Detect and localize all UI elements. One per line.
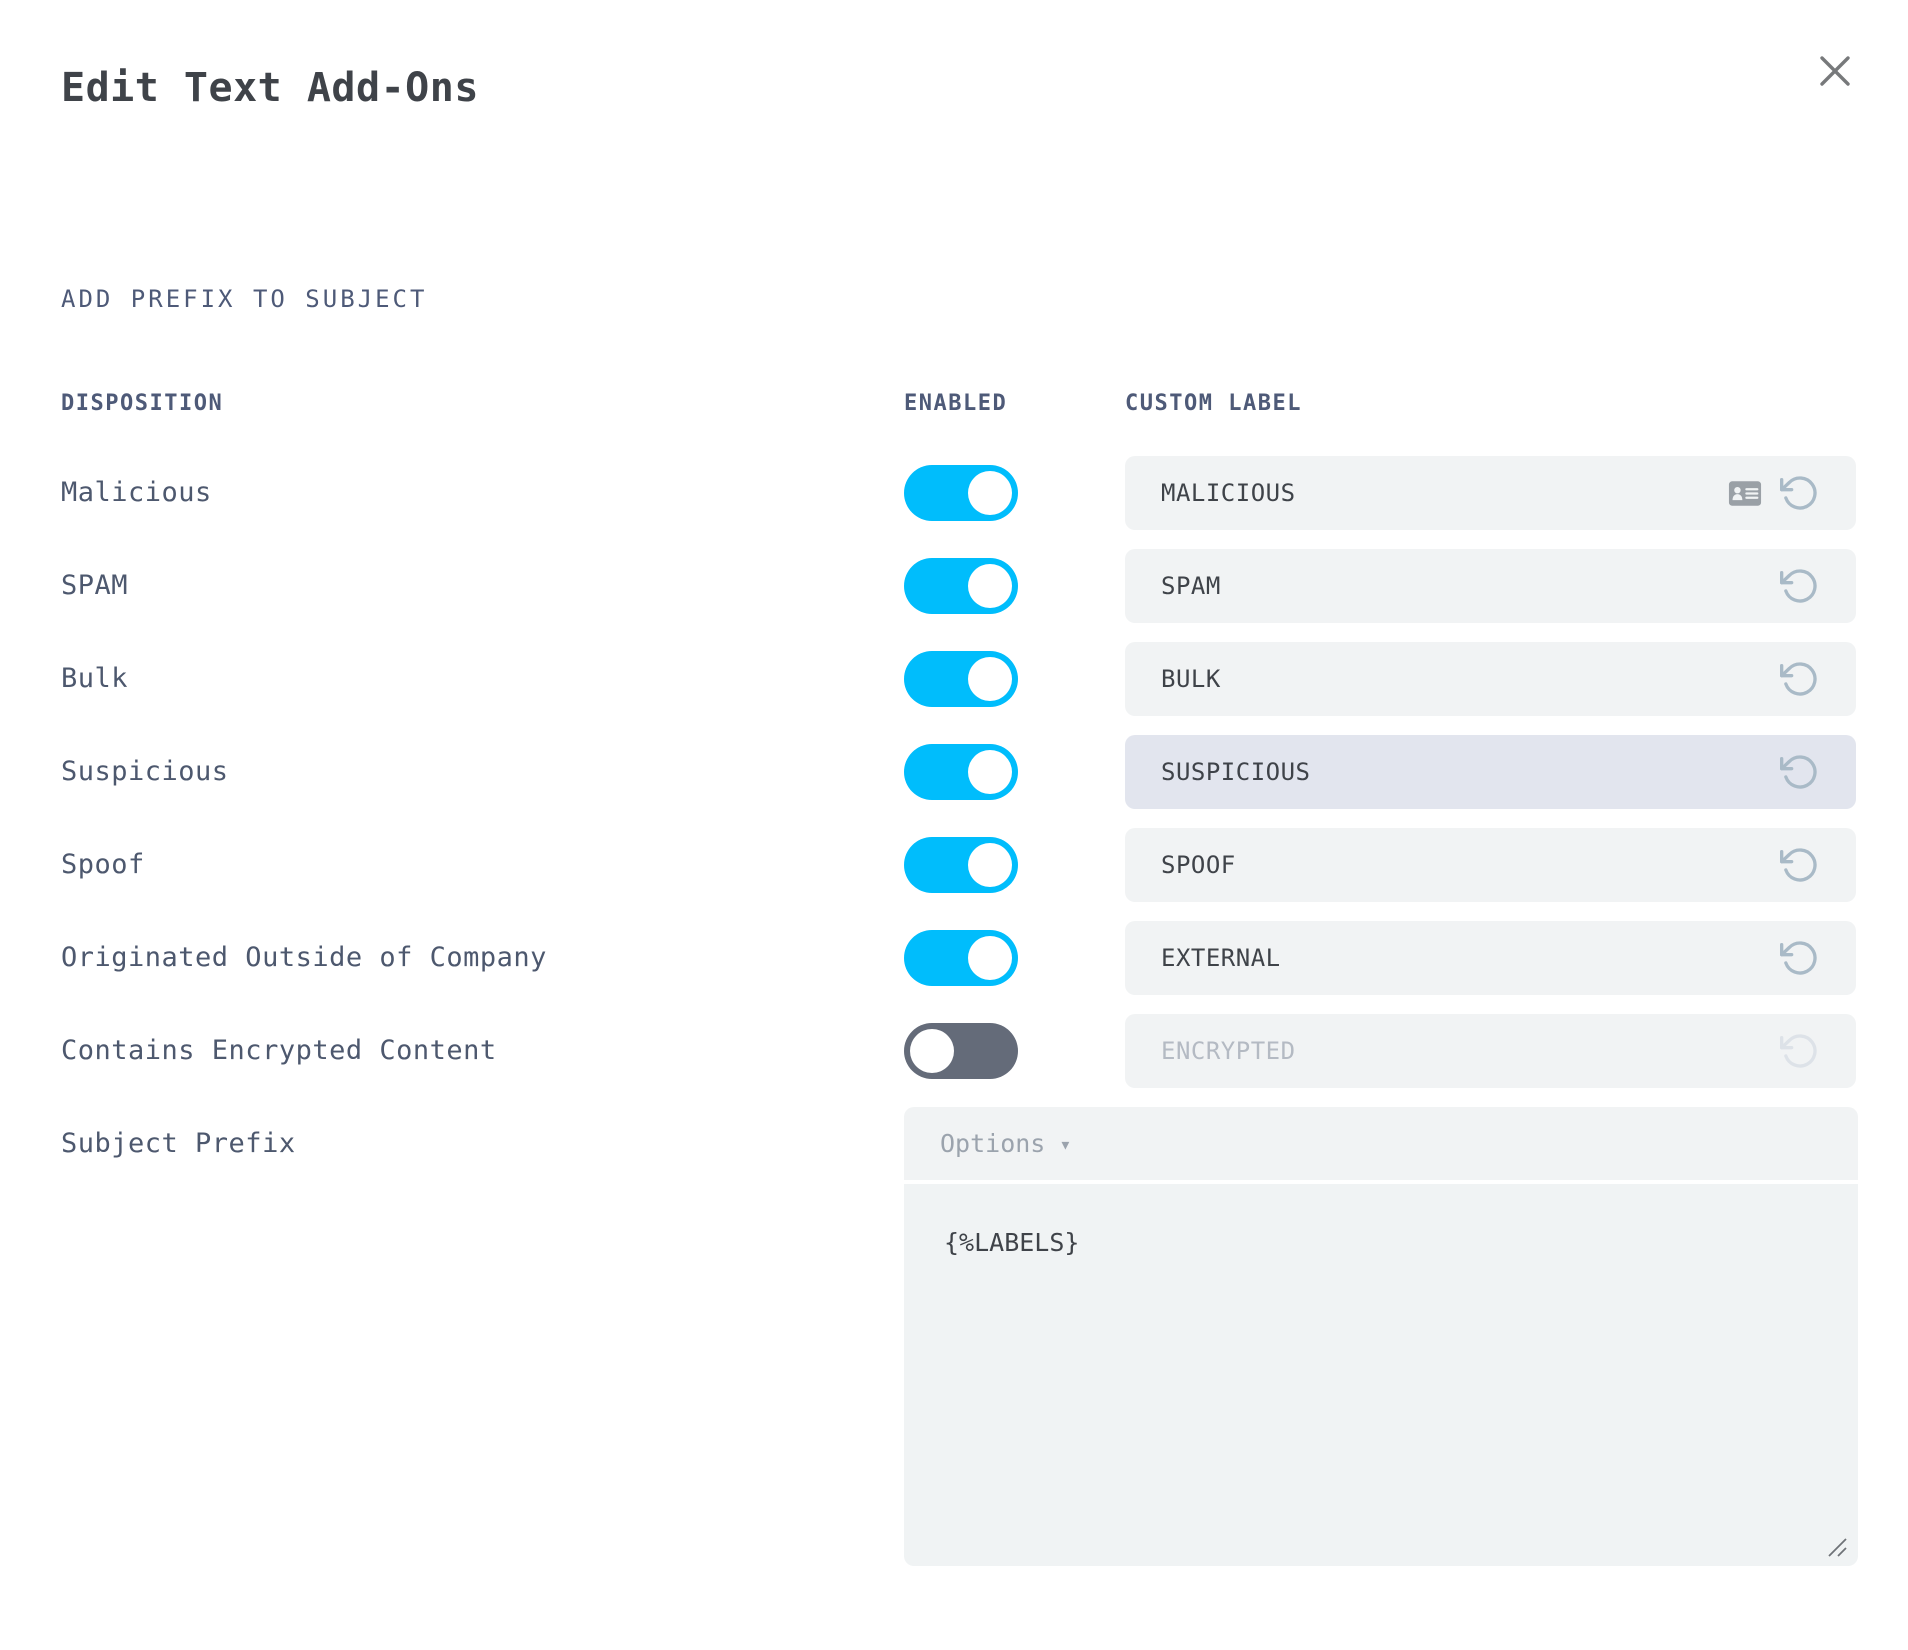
enabled-toggle[interactable]: [904, 930, 1018, 986]
table-row-spoof: Spoof SPOOF: [61, 828, 1908, 902]
enabled-toggle[interactable]: [904, 558, 1018, 614]
enabled-toggle[interactable]: [904, 651, 1018, 707]
reset-label-button[interactable]: [1780, 659, 1820, 699]
column-header-enabled: ENABLED: [904, 391, 1008, 416]
disposition-label: Suspicious: [61, 756, 229, 787]
close-icon: [1820, 56, 1850, 86]
toggle-knob: [968, 471, 1012, 515]
rotate-ccw-icon: [1780, 941, 1817, 975]
dialog-title: Edit Text Add-Ons: [61, 65, 479, 111]
reset-label-button[interactable]: [1780, 1031, 1820, 1071]
disposition-label: SPAM: [61, 570, 129, 601]
reset-label-button[interactable]: [1780, 845, 1820, 885]
subject-prefix-row: Subject Prefix Options ▾ {%LABELS}: [61, 1107, 1908, 1566]
custom-label-input[interactable]: EXTERNAL: [1125, 921, 1856, 995]
column-header-custom-label: CUSTOM LABEL: [1125, 391, 1302, 416]
disposition-label: Bulk: [61, 663, 129, 694]
table-row-encrypted: Contains Encrypted Content ENCRYPTED: [61, 1014, 1908, 1088]
enabled-toggle[interactable]: [904, 465, 1018, 521]
toggle-knob: [968, 750, 1012, 794]
table-row-malicious: Malicious MALICIOUS: [61, 456, 1908, 530]
contact-card-button[interactable]: [1728, 480, 1762, 507]
custom-label-value: EXTERNAL: [1161, 944, 1281, 972]
custom-label-input[interactable]: SUSPICIOUS: [1125, 735, 1856, 809]
toggle-knob: [910, 1029, 954, 1073]
custom-label-value: SPAM: [1161, 572, 1221, 600]
close-button[interactable]: [1811, 47, 1859, 95]
custom-label-input[interactable]: SPOOF: [1125, 828, 1856, 902]
rotate-ccw-icon: [1780, 848, 1817, 882]
custom-label-input[interactable]: BULK: [1125, 642, 1856, 716]
custom-label-input[interactable]: SPAM: [1125, 549, 1856, 623]
reset-label-button[interactable]: [1780, 752, 1820, 792]
rotate-ccw-icon: [1780, 755, 1817, 789]
reset-label-button[interactable]: [1780, 566, 1820, 606]
reset-label-button[interactable]: [1780, 473, 1820, 513]
chevron-down-icon: ▾: [1059, 1131, 1072, 1156]
disposition-label: Malicious: [61, 477, 212, 508]
custom-label-value: SUSPICIOUS: [1161, 758, 1311, 786]
options-label: Options: [940, 1129, 1046, 1158]
section-heading: ADD PREFIX TO SUBJECT: [61, 285, 428, 313]
toggle-knob: [968, 843, 1012, 887]
enabled-toggle[interactable]: [904, 1023, 1018, 1079]
table-header: DISPOSITION ENABLED CUSTOM LABEL: [61, 390, 1908, 417]
rotate-ccw-icon: [1780, 569, 1817, 603]
table-row-bulk: Bulk BULK: [61, 642, 1908, 716]
disposition-label: Spoof: [61, 849, 145, 880]
options-dropdown[interactable]: Options ▾: [904, 1107, 1858, 1180]
reset-label-button[interactable]: [1780, 938, 1820, 978]
table-row-suspicious: Suspicious SUSPICIOUS: [61, 735, 1908, 809]
column-header-disposition: DISPOSITION: [61, 391, 224, 416]
contact-card-icon: [1728, 480, 1762, 506]
disposition-rows: Malicious MALICIOUS: [61, 456, 1908, 1088]
subject-prefix-editor: Options ▾ {%LABELS}: [904, 1107, 1858, 1566]
custom-label-value: MALICIOUS: [1161, 479, 1296, 507]
rotate-ccw-icon: [1780, 476, 1817, 510]
toggle-knob: [968, 936, 1012, 980]
custom-label-value: SPOOF: [1161, 851, 1236, 879]
rotate-ccw-icon: [1780, 1034, 1817, 1068]
rotate-ccw-icon: [1780, 662, 1817, 696]
toggle-knob: [968, 657, 1012, 701]
custom-label-value: BULK: [1161, 665, 1221, 693]
subject-prefix-textarea[interactable]: {%LABELS}: [904, 1184, 1858, 1566]
enabled-toggle[interactable]: [904, 744, 1018, 800]
disposition-label: Contains Encrypted Content: [61, 1035, 497, 1066]
disposition-label: Originated Outside of Company: [61, 942, 547, 973]
subject-prefix-label: Subject Prefix: [61, 1128, 296, 1159]
custom-label-value: ENCRYPTED: [1161, 1037, 1296, 1065]
custom-label-input[interactable]: MALICIOUS: [1125, 456, 1856, 530]
table-row-external: Originated Outside of Company EXTERNAL: [61, 921, 1908, 995]
enabled-toggle[interactable]: [904, 837, 1018, 893]
table-row-spam: SPAM SPAM: [61, 549, 1908, 623]
toggle-knob: [968, 564, 1012, 608]
custom-label-input[interactable]: ENCRYPTED: [1125, 1014, 1856, 1088]
